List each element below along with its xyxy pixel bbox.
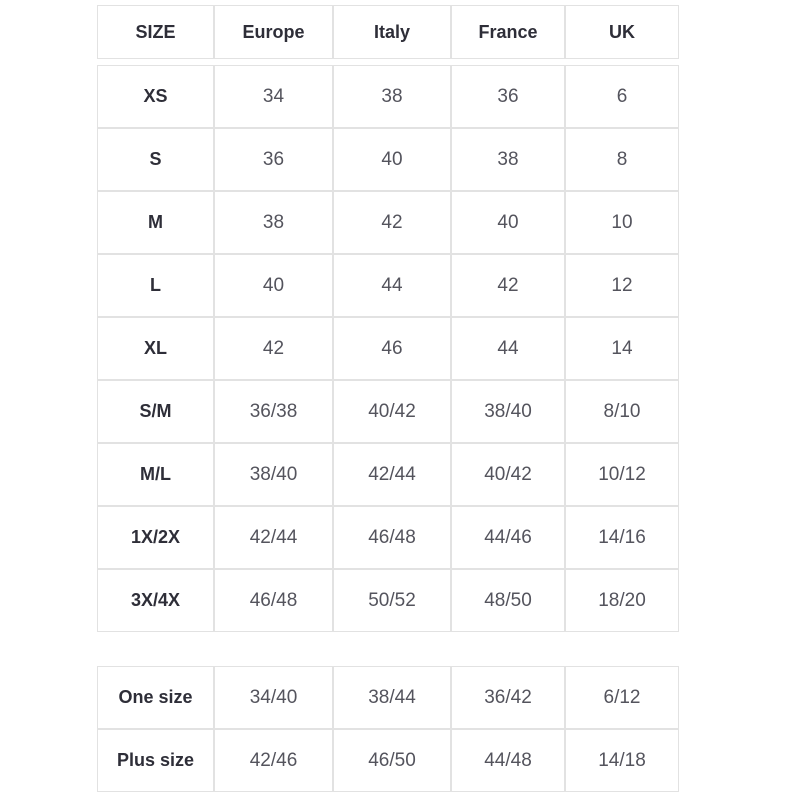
table-row-m: M 38 42 40 10: [97, 191, 679, 254]
header-cell-france: France: [451, 5, 565, 59]
france-value-cell: 44/48: [451, 729, 565, 792]
europe-value-cell: 40: [214, 254, 333, 317]
europe-value-cell: 38: [214, 191, 333, 254]
europe-value-cell: 34/40: [214, 666, 333, 729]
size-label-cell: S: [97, 128, 214, 191]
size-label-cell: M: [97, 191, 214, 254]
france-value-cell: 38/40: [451, 380, 565, 443]
table-row-3x-4x: 3X/4X 46/48 50/52 48/50 18/20: [97, 569, 679, 632]
secondary-size-table: One size 34/40 38/44 36/42 6/12 Plus siz…: [97, 666, 679, 792]
italy-value-cell: 42/44: [333, 443, 451, 506]
size-label-cell: XL: [97, 317, 214, 380]
italy-value-cell: 46: [333, 317, 451, 380]
table-row-s-m: S/M 36/38 40/42 38/40 8/10: [97, 380, 679, 443]
italy-value-cell: 38/44: [333, 666, 451, 729]
size-label-cell: XS: [97, 65, 214, 128]
france-value-cell: 44: [451, 317, 565, 380]
uk-value-cell: 6/12: [565, 666, 679, 729]
size-label-cell: 1X/2X: [97, 506, 214, 569]
italy-value-cell: 46/50: [333, 729, 451, 792]
france-value-cell: 48/50: [451, 569, 565, 632]
header-cell-europe: Europe: [214, 5, 333, 59]
size-label-cell: S/M: [97, 380, 214, 443]
france-value-cell: 36/42: [451, 666, 565, 729]
uk-value-cell: 6: [565, 65, 679, 128]
italy-value-cell: 46/48: [333, 506, 451, 569]
italy-value-cell: 50/52: [333, 569, 451, 632]
france-value-cell: 40: [451, 191, 565, 254]
uk-value-cell: 18/20: [565, 569, 679, 632]
size-label-cell: L: [97, 254, 214, 317]
size-label-cell: 3X/4X: [97, 569, 214, 632]
uk-value-cell: 12: [565, 254, 679, 317]
uk-value-cell: 8: [565, 128, 679, 191]
italy-value-cell: 40/42: [333, 380, 451, 443]
size-label-cell: One size: [97, 666, 214, 729]
europe-value-cell: 34: [214, 65, 333, 128]
table-row-1x-2x: 1X/2X 42/44 46/48 44/46 14/16: [97, 506, 679, 569]
europe-value-cell: 42/46: [214, 729, 333, 792]
italy-value-cell: 44: [333, 254, 451, 317]
italy-value-cell: 38: [333, 65, 451, 128]
uk-value-cell: 14: [565, 317, 679, 380]
france-value-cell: 36: [451, 65, 565, 128]
uk-value-cell: 8/10: [565, 380, 679, 443]
table-row-xs: XS 34 38 36 6: [97, 65, 679, 128]
europe-value-cell: 36: [214, 128, 333, 191]
uk-value-cell: 14/16: [565, 506, 679, 569]
france-value-cell: 44/46: [451, 506, 565, 569]
header-cell-size: SIZE: [97, 5, 214, 59]
table-row-xl: XL 42 46 44 14: [97, 317, 679, 380]
italy-value-cell: 42: [333, 191, 451, 254]
table-row-one-size: One size 34/40 38/44 36/42 6/12: [97, 666, 679, 729]
table-row-l: L 40 44 42 12: [97, 254, 679, 317]
europe-value-cell: 46/48: [214, 569, 333, 632]
france-value-cell: 38: [451, 128, 565, 191]
header-cell-italy: Italy: [333, 5, 451, 59]
size-label-cell: Plus size: [97, 729, 214, 792]
table-row-plus-size: Plus size 42/46 46/50 44/48 14/18: [97, 729, 679, 792]
uk-value-cell: 14/18: [565, 729, 679, 792]
europe-value-cell: 42/44: [214, 506, 333, 569]
europe-value-cell: 38/40: [214, 443, 333, 506]
table-row-m-l: M/L 38/40 42/44 40/42 10/12: [97, 443, 679, 506]
main-size-table: SIZE Europe Italy France UK XS 34 38 36 …: [97, 5, 679, 632]
table-row-s: S 36 40 38 8: [97, 128, 679, 191]
uk-value-cell: 10: [565, 191, 679, 254]
europe-value-cell: 42: [214, 317, 333, 380]
header-cell-uk: UK: [565, 5, 679, 59]
italy-value-cell: 40: [333, 128, 451, 191]
france-value-cell: 40/42: [451, 443, 565, 506]
size-conversion-chart: SIZE Europe Italy France UK XS 34 38 36 …: [97, 5, 679, 792]
size-label-cell: M/L: [97, 443, 214, 506]
uk-value-cell: 10/12: [565, 443, 679, 506]
table-header-row: SIZE Europe Italy France UK: [97, 5, 679, 59]
france-value-cell: 42: [451, 254, 565, 317]
europe-value-cell: 36/38: [214, 380, 333, 443]
